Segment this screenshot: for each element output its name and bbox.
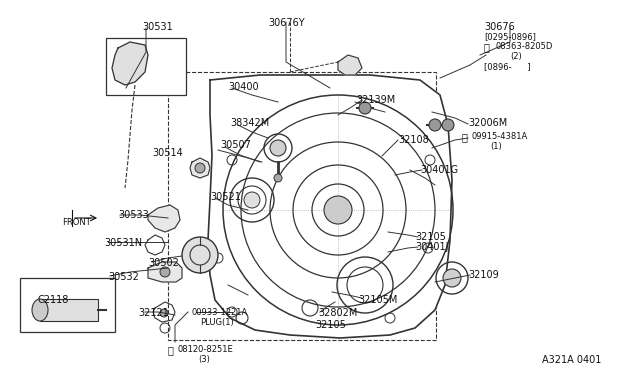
Text: 30401G: 30401G — [420, 165, 458, 175]
Text: 30507: 30507 — [220, 140, 251, 150]
Text: 30521: 30521 — [210, 192, 241, 202]
Text: 32105: 32105 — [315, 320, 346, 330]
Circle shape — [244, 192, 260, 208]
Text: Ⓥ: Ⓥ — [462, 132, 468, 142]
Polygon shape — [208, 75, 452, 338]
Text: Ⓑ: Ⓑ — [168, 345, 174, 355]
Text: (1): (1) — [490, 142, 502, 151]
Polygon shape — [148, 262, 182, 282]
Text: 32109: 32109 — [468, 270, 499, 280]
Circle shape — [182, 237, 218, 273]
Text: A321A 0401: A321A 0401 — [542, 355, 602, 365]
Text: 32105: 32105 — [415, 232, 446, 242]
Text: 00933-1221A: 00933-1221A — [192, 308, 248, 317]
Text: 30531: 30531 — [142, 22, 173, 32]
Text: Ⓑ: Ⓑ — [484, 42, 490, 52]
Text: 08120-8251E: 08120-8251E — [178, 345, 234, 354]
Bar — [106, 38, 186, 95]
Text: 32006M: 32006M — [468, 118, 508, 128]
Polygon shape — [338, 55, 362, 75]
Text: 09915-4381A: 09915-4381A — [472, 132, 528, 141]
Text: 30401J: 30401J — [415, 242, 449, 252]
Circle shape — [195, 163, 205, 173]
Bar — [168, 72, 436, 340]
Text: 38342M: 38342M — [230, 118, 269, 128]
Text: 30533: 30533 — [118, 210, 148, 220]
Text: 32139M: 32139M — [356, 95, 396, 105]
Text: (3): (3) — [198, 355, 210, 364]
Text: C2118: C2118 — [38, 295, 69, 305]
Text: 30532: 30532 — [108, 272, 139, 282]
Text: 32802M: 32802M — [318, 308, 357, 318]
Text: 08363-8205D: 08363-8205D — [496, 42, 554, 51]
Text: 30502: 30502 — [148, 258, 179, 268]
Text: 30676: 30676 — [484, 22, 515, 32]
Circle shape — [359, 102, 371, 114]
Text: 30531N: 30531N — [104, 238, 142, 248]
Circle shape — [442, 119, 454, 131]
Polygon shape — [148, 205, 180, 232]
Circle shape — [429, 119, 441, 131]
Text: 32105M: 32105M — [358, 295, 397, 305]
Text: 30676Y: 30676Y — [268, 18, 305, 28]
Text: [0295-0896]: [0295-0896] — [484, 32, 536, 41]
Circle shape — [324, 196, 352, 224]
Text: [0896-      ]: [0896- ] — [484, 62, 531, 71]
Bar — [40, 299, 98, 321]
Polygon shape — [190, 158, 210, 178]
Text: 32121: 32121 — [138, 308, 169, 318]
Polygon shape — [112, 42, 148, 85]
Text: PLUG(1): PLUG(1) — [200, 318, 234, 327]
Circle shape — [160, 309, 168, 317]
Text: FRONT: FRONT — [62, 218, 91, 227]
Circle shape — [160, 267, 170, 277]
Circle shape — [270, 140, 286, 156]
Text: 32108: 32108 — [398, 135, 429, 145]
Circle shape — [274, 174, 282, 182]
Ellipse shape — [32, 299, 48, 321]
Circle shape — [443, 269, 461, 287]
Text: 30514: 30514 — [152, 148, 183, 158]
Text: 30400: 30400 — [228, 82, 259, 92]
Text: (2): (2) — [510, 52, 522, 61]
Bar — [20, 278, 115, 332]
